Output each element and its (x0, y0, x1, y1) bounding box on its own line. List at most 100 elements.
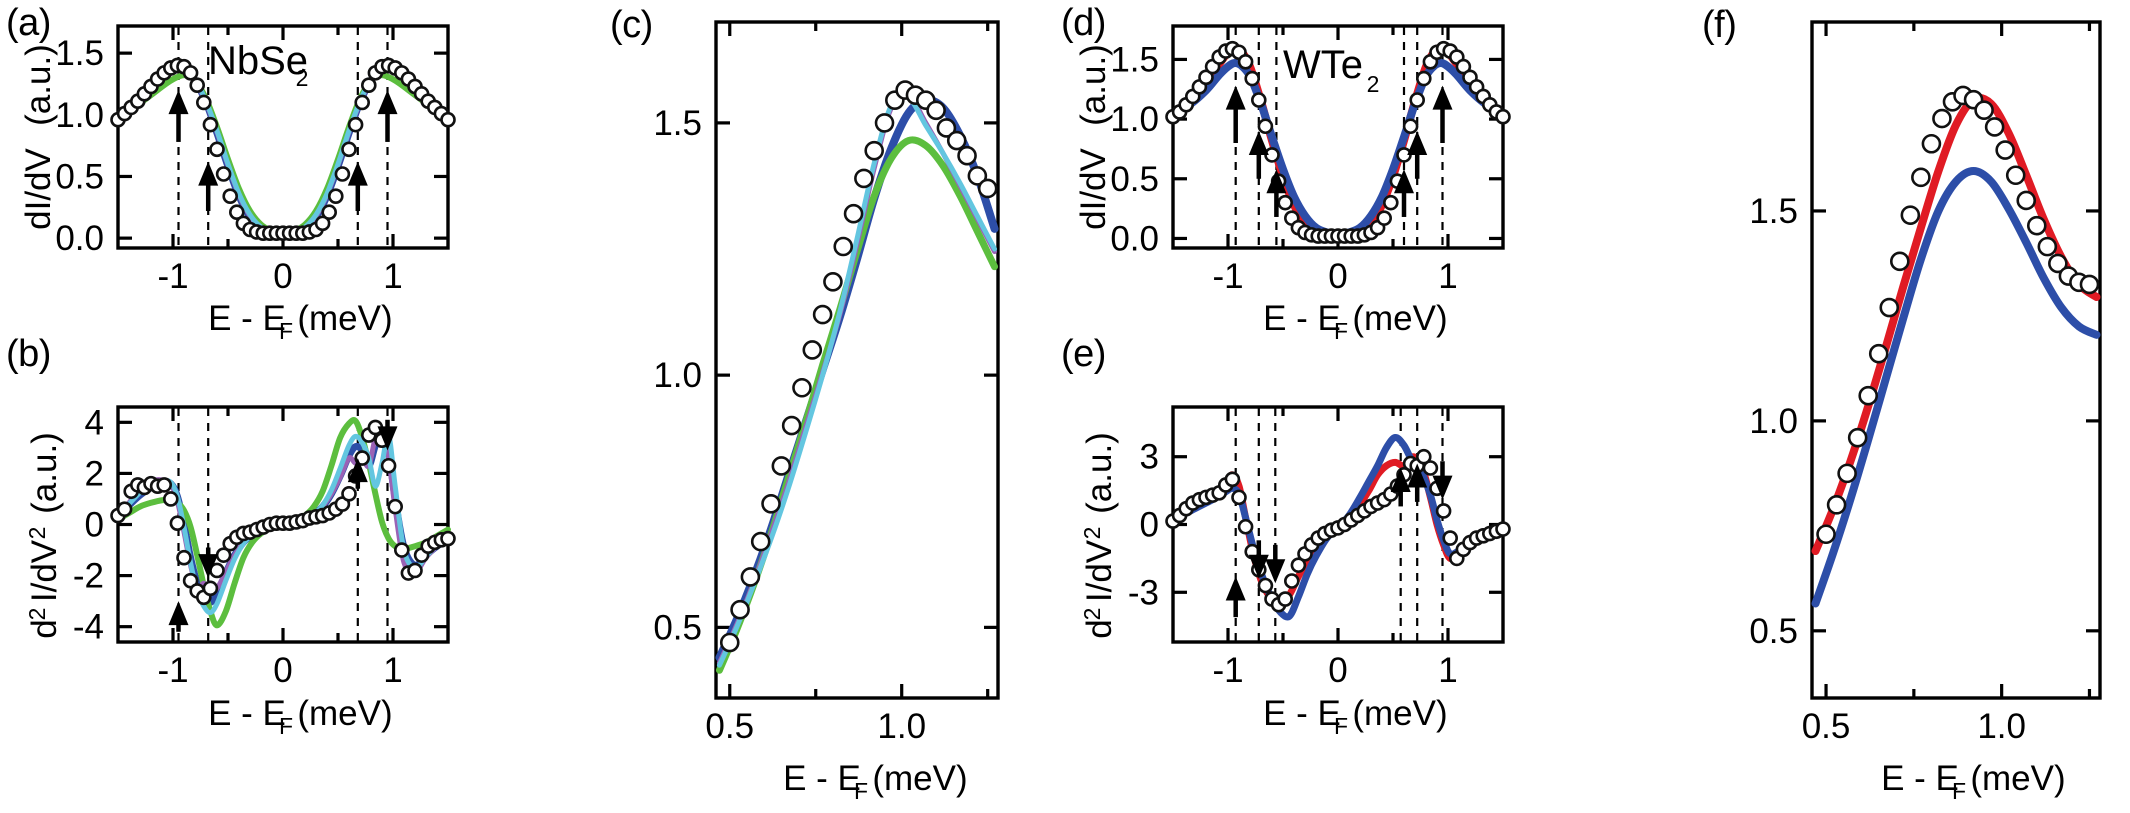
data-point (1402, 118, 1419, 135)
data-point (440, 111, 456, 128)
annotation-arrow (1394, 169, 1414, 217)
data-point (1932, 108, 1952, 129)
arrow-head (1432, 85, 1453, 110)
data-point (874, 113, 895, 133)
panel-b: (b) -4 -2 0 2 4 -1 0 1 E - E F (meV) d 2 I/dV 2 (a.u.) (0, 333, 460, 813)
data-point (926, 100, 946, 121)
arrow-head (1266, 169, 1287, 194)
data-point (182, 65, 199, 81)
data-point (393, 542, 410, 558)
arrow-head (377, 426, 398, 451)
data-point (215, 166, 232, 182)
data-point (407, 562, 423, 579)
panel-d: (d) 0.0 0.5 1.0 1.5 -1 0 1 E - E F (meV) dI/dV (a.u… (1055, 0, 1515, 345)
y-axis-title-d: d (25, 619, 64, 638)
y-axis-title-main: dI/dV (19, 147, 58, 229)
data-point (209, 141, 225, 158)
data-point (222, 188, 238, 204)
x-axis-title-sub: F (854, 778, 868, 804)
panel-a-label: (a) (6, 2, 51, 44)
data-point (1257, 118, 1274, 135)
data-point (946, 130, 967, 151)
y-axis-title-d: d (1080, 619, 1119, 638)
x-tick-label: 0 (273, 257, 292, 296)
panel-e: (e) -3 0 3 -1 0 1 E - E F (meV) d 2 I/dV 2 (a.u.) (1055, 333, 1515, 813)
x-tick-label: 1 (383, 257, 402, 296)
data-point (1277, 194, 1293, 211)
data-point (2005, 165, 2026, 186)
data-point (169, 515, 186, 532)
arrow-head (1407, 131, 1428, 156)
annotation-arrow (1248, 540, 1269, 579)
y-axis-title-sup2: 2 (1079, 527, 1105, 540)
data-point (1442, 530, 1459, 546)
x-axis-title-main: E - E (783, 759, 861, 798)
data-point (229, 204, 245, 221)
data-point (176, 549, 192, 566)
y-axis-title: d2I/dV2(a.u.) (24, 432, 64, 639)
arrow-head (1248, 131, 1269, 156)
y-tick-label: 1.0 (55, 96, 104, 135)
arrow-head (1432, 475, 1453, 500)
annotation-arrow (347, 458, 368, 489)
data-point (1257, 577, 1274, 594)
x-axis-title-unit: (meV) (1970, 759, 2065, 798)
data-markers (1165, 40, 1511, 244)
data-point (1984, 117, 2005, 137)
x-tick-label: 0 (1328, 651, 1347, 690)
data-point (360, 77, 377, 93)
data-markers (110, 57, 456, 241)
y-axis-title-mid: I/dV (1080, 539, 1119, 602)
x-axis-title-main: E - E (1881, 759, 1959, 798)
data-point (1224, 471, 1241, 488)
x-axis-title: E - EF (meV) (1881, 759, 2066, 804)
panel-f: (f) 0.5 1.0 1.5 0.5 1.0 E - E F (meV) (1700, 0, 2130, 813)
data-point (719, 632, 740, 653)
y-axis-title-unit: (a.u.) (1074, 44, 1113, 126)
y-tick-label: 1.5 (1749, 192, 1798, 231)
panel-c-plot: 0.5 1.0 1.5 0.5 1.0 E - EF (meV) (653, 20, 1000, 804)
curve-model-cyan (716, 93, 998, 668)
data-point (334, 166, 351, 182)
data-point (1382, 194, 1399, 211)
curve-model-blue (1811, 167, 2101, 608)
data-point (1900, 205, 1921, 225)
data-point (1435, 503, 1452, 519)
annotation-arrow (377, 419, 398, 451)
data-point (341, 486, 357, 502)
data-point (936, 118, 957, 138)
y-tick-label: 3 (1140, 438, 1159, 477)
data-point (750, 531, 771, 552)
curve-model-green (115, 72, 451, 235)
y-axis-title-sup1: 2 (24, 608, 50, 621)
data-point (761, 493, 781, 514)
y-axis-title-unit: (a.u.) (25, 432, 64, 514)
annotation-arrow (1265, 544, 1286, 584)
data-point (1409, 92, 1426, 108)
x-tick-label: -1 (157, 651, 188, 690)
data-markers (719, 80, 998, 653)
data-point (833, 236, 854, 257)
y-axis-title-unit: (a.u.) (19, 44, 58, 126)
data-point (196, 94, 212, 111)
y-axis-title: d2I/dV2(a.u.) (1079, 432, 1119, 639)
curve-model-purple (115, 66, 451, 237)
arrow-head (377, 90, 398, 115)
annotation-arrow (168, 90, 189, 142)
y-tick-label: 0.5 (653, 608, 702, 647)
data-point (440, 530, 456, 547)
arrow-head (1225, 85, 1246, 110)
y-axis-title: dI/dV (a.u.) (1074, 44, 1113, 230)
curve-model-red (1811, 93, 2101, 556)
data-point (2016, 190, 2037, 211)
data-point (1837, 463, 1857, 484)
data-point (1237, 54, 1254, 70)
x-axis-title: E - EF (meV) (208, 299, 393, 344)
x-axis-title-sub: F (279, 318, 293, 344)
x-tick-label: 1 (1438, 651, 1457, 690)
y-axis-title: dI/dV (a.u.) (19, 44, 58, 230)
data-point (1868, 343, 1889, 364)
y-tick-label: 0.5 (1749, 612, 1798, 651)
data-point (354, 94, 371, 111)
data-point (1495, 108, 1511, 125)
